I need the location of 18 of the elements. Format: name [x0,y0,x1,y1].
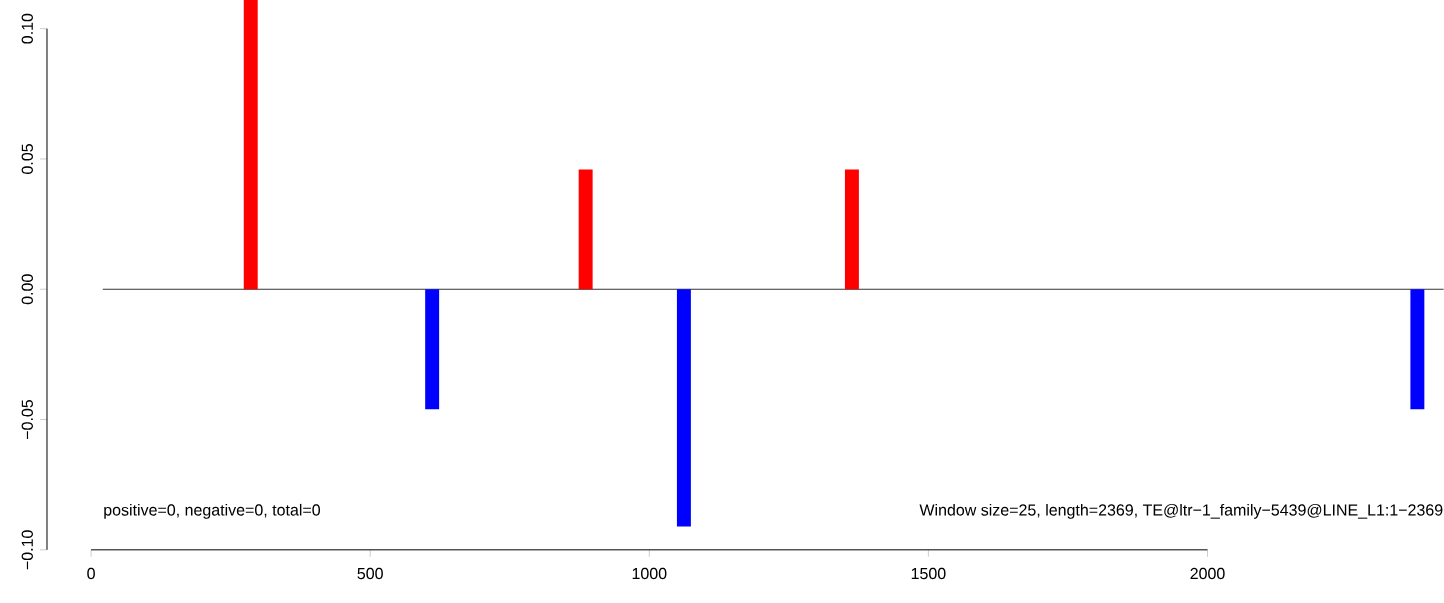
annotation: positive=0, negative=0, total=0 [104,503,321,519]
x-tick-label: 1500 [911,567,946,580]
bar [1410,289,1425,410]
x-tick-label: 2000 [1190,567,1225,580]
x-tick-label: 0 [87,567,95,580]
bar [844,169,859,290]
y-tick-label: 0.10 [21,13,33,44]
bar [425,289,440,410]
bar [676,289,691,527]
x-tick-label: 1000 [632,567,667,580]
y-tick-label: −0.10 [21,530,33,570]
bar [243,0,258,290]
y-tick-label: 0.05 [21,144,33,174]
bar [578,169,593,290]
x-tick-label: 500 [357,567,383,580]
annotation: Window size=25, length=2369, TE@ltr−1_family−5439@LINE_L1:1−2369 [919,503,1443,519]
y-tick-label: −0.05 [21,400,33,440]
y-tick-label: 0.00 [21,274,33,305]
